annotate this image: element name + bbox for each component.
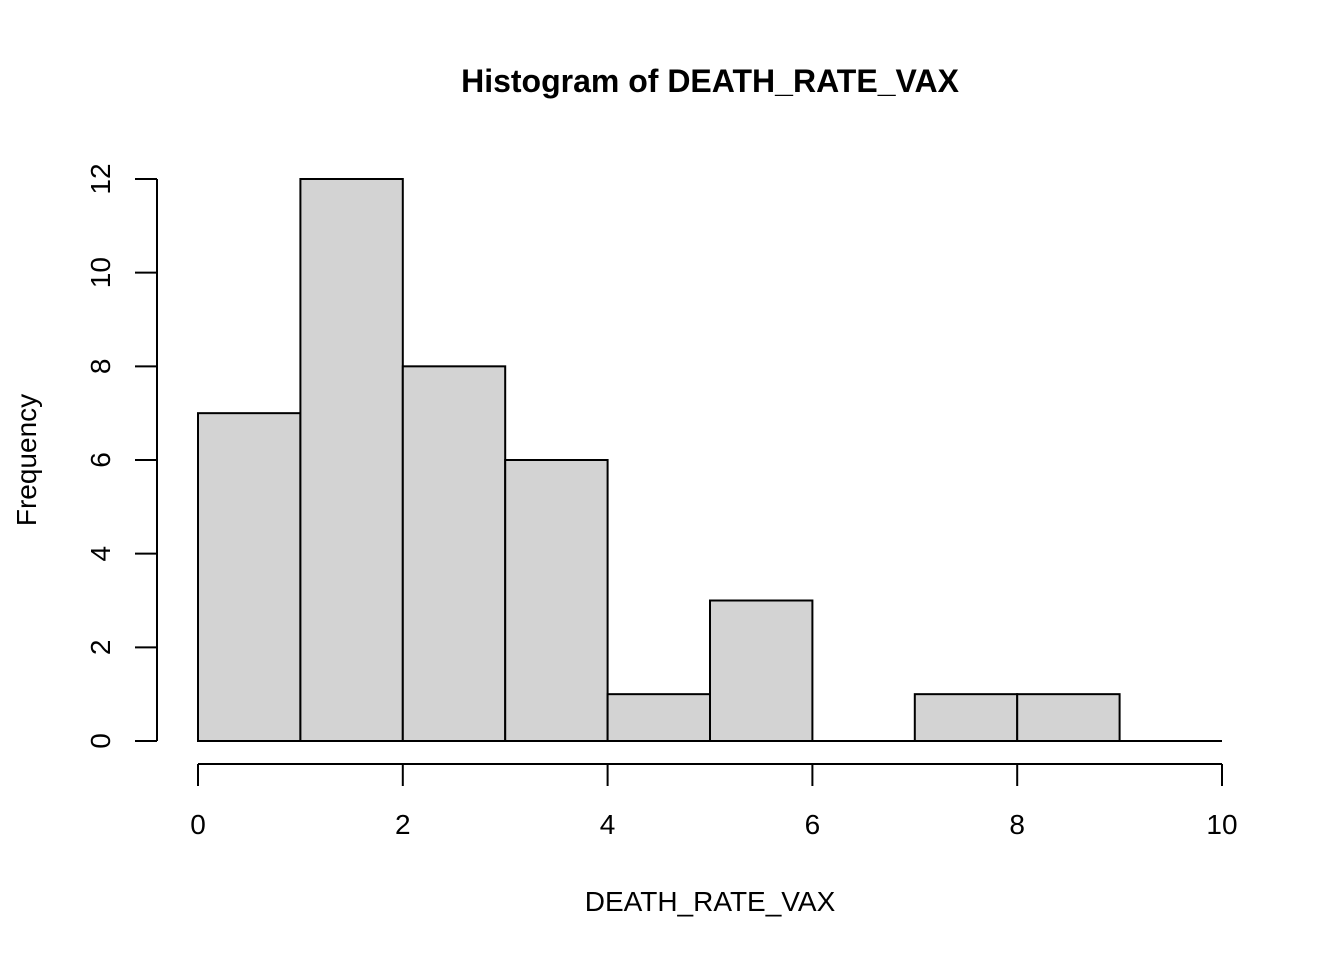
- y-tick-label: 10: [85, 257, 116, 288]
- histogram-bar-7: [913, 693, 1019, 743]
- x-tick-label: 8: [1009, 809, 1025, 840]
- x-tick-label: 10: [1206, 809, 1237, 840]
- chart-title: Histogram of DEATH_RATE_VAX: [461, 63, 959, 99]
- bars-group: [197, 178, 1222, 743]
- histogram-bar-4: [606, 693, 711, 743]
- histogram-bar-5: [709, 599, 814, 742]
- histogram-bar-3: [504, 459, 609, 742]
- y-tick-label: 4: [85, 546, 116, 562]
- y-tick-label: 6: [85, 452, 116, 468]
- x-axis-label: DEATH_RATE_VAX: [585, 886, 836, 917]
- y-tick-label: 8: [85, 359, 116, 375]
- y-tick-label: 0: [85, 733, 116, 749]
- y-axis: 0 2 4 6 8 10 12: [85, 163, 158, 749]
- x-tick-label: 4: [600, 809, 616, 840]
- histogram-bar-1: [299, 178, 404, 742]
- histogram-bar-8: [1016, 693, 1121, 743]
- x-tick-label: 2: [395, 809, 411, 840]
- y-axis-label: Frequency: [11, 394, 42, 526]
- histogram-bar-2: [401, 365, 507, 742]
- histogram-bar-0: [197, 412, 302, 742]
- x-axis: 0 2 4 6 8 10: [190, 763, 1238, 840]
- x-tick-label: 0: [190, 809, 206, 840]
- y-tick-label: 12: [85, 163, 116, 194]
- x-tick-label: 6: [805, 809, 821, 840]
- y-tick-label: 2: [85, 640, 116, 656]
